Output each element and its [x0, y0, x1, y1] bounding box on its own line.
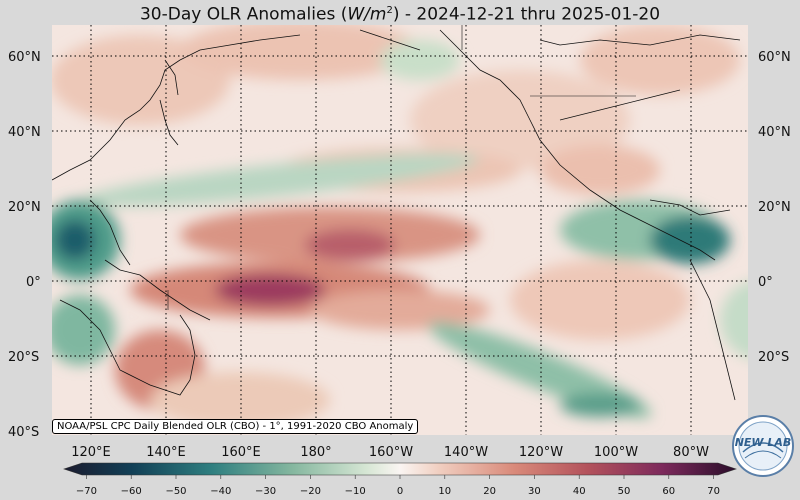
- colorbar-tick-label: −70: [76, 486, 97, 497]
- lon-label-100w: 100°W: [594, 445, 638, 460]
- colorbar-tick-label: −10: [345, 486, 366, 497]
- data-credit-label: NOAA/PSL CPC Daily Blended OLR (CBO) - 1…: [52, 419, 419, 434]
- anomaly-field: [52, 25, 748, 435]
- lat-label-20n-right: 20°N: [758, 200, 791, 215]
- colorbar-tick-label: 10: [438, 486, 451, 497]
- lon-labels: 120°E 140°E 160°E 180° 160°W 140°W 120°W…: [71, 445, 709, 460]
- map-title: 30-Day OLR Anomalies (W/m2) - 2024-12-21…: [139, 4, 661, 25]
- colorbar-tick-label: 50: [618, 486, 631, 497]
- colorbar-tick-label: 30: [528, 486, 541, 497]
- colorbar-tick-label: 70: [707, 486, 720, 497]
- lon-label-140e: 140°E: [146, 445, 186, 460]
- lat-label-20s-right: 20°S: [758, 350, 789, 365]
- lon-label-160e: 160°E: [221, 445, 261, 460]
- lat-label-60n: 60°N: [8, 50, 41, 65]
- lat-label-60n-right: 60°N: [758, 50, 791, 65]
- colorbar-tick-label: −30: [255, 486, 276, 497]
- lon-label-120e: 120°E: [71, 445, 111, 460]
- colorbar: −70 −60 −50 −40 −30 −20 −10 0 10 20 30 40 50 60 70: [63, 462, 737, 497]
- lat-labels-left: 60°N 40°N 20°N 0° 20°S 40°S: [8, 50, 41, 440]
- graticule: [52, 25, 748, 435]
- lon-label-80w: 80°W: [673, 445, 709, 460]
- colorbar-tick-label: −60: [121, 486, 142, 497]
- colorbar-ramp: [63, 462, 737, 476]
- lat-label-40n: 40°N: [8, 125, 41, 140]
- colorbar-tick-label: 20: [483, 486, 496, 497]
- lat-label-40n-right: 40°N: [758, 125, 791, 140]
- lat-label-20n: 20°N: [8, 200, 41, 215]
- lat-label-0: 0°: [26, 275, 41, 290]
- lat-label-0-right: 0°: [758, 275, 773, 290]
- colorbar-ticks: −70 −60 −50 −40 −30 −20 −10 0 10 20 30 40 50 60 70: [76, 475, 720, 497]
- lat-label-40s: 40°S: [8, 425, 39, 440]
- colorbar-tick-label: −40: [210, 486, 231, 497]
- colorbar-tick-label: −20: [300, 486, 321, 497]
- colorbar-tick-label: −50: [165, 486, 186, 497]
- lon-label-160w: 160°W: [369, 445, 413, 460]
- lon-label-180: 180°: [300, 445, 331, 460]
- colorbar-tick-label: 60: [662, 486, 675, 497]
- lon-label-140w: 140°W: [444, 445, 488, 460]
- coastlines: [52, 29, 741, 401]
- new-lab-logo: NEW LAB: [732, 415, 794, 477]
- colorbar-tick-label: 0: [397, 486, 403, 497]
- colorbar-tick-label: 40: [573, 486, 586, 497]
- lat-label-20s: 20°S: [8, 350, 39, 365]
- lat-labels-right: 60°N 40°N 20°N 0° 20°S: [758, 50, 791, 365]
- logo-text: NEW LAB: [735, 436, 792, 449]
- lon-label-120w: 120°W: [519, 445, 563, 460]
